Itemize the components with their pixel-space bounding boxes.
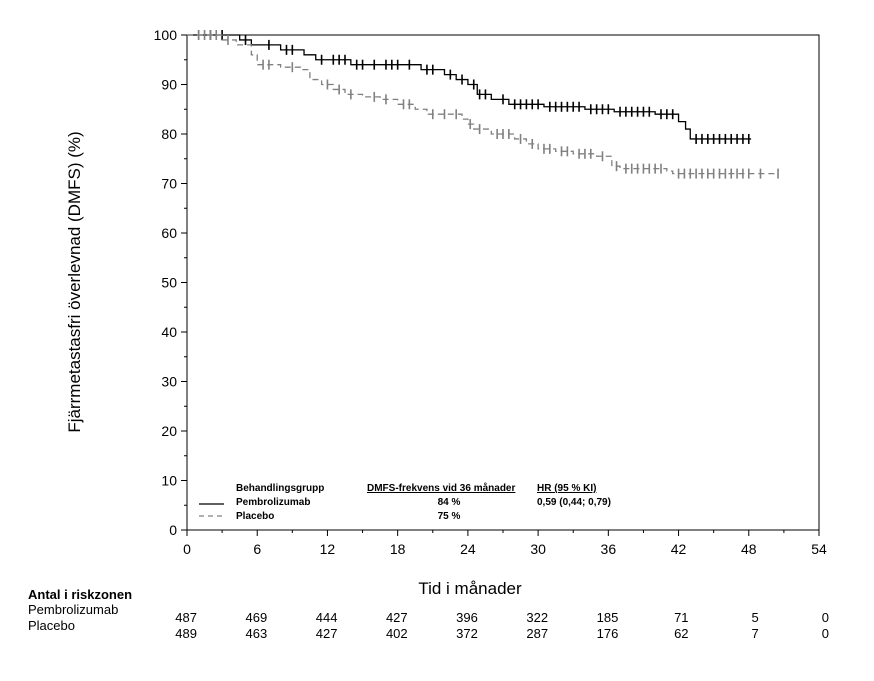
- x-tick-label: 12: [320, 541, 336, 557]
- risk-count: 396: [456, 610, 478, 625]
- risk-count: 185: [596, 610, 619, 625]
- legend-rate-pembrolizumab: 84 %: [438, 497, 461, 508]
- risk-count: 463: [245, 626, 268, 641]
- legend: Behandlingsgrupp DMFS-frekvens vid 36 må…: [199, 482, 611, 522]
- risk-table-title: Antal i riskzonen: [28, 587, 133, 602]
- risk-count: 427: [385, 610, 408, 625]
- x-tick-label: 6: [253, 541, 261, 557]
- risk-row-label-pembrolizumab: Pembrolizumab: [28, 602, 119, 617]
- curve-placebo: [187, 34, 779, 175]
- plot-frame: [186, 34, 820, 531]
- y-tick-label: 30: [161, 374, 177, 390]
- y-tick-label: 60: [161, 225, 177, 241]
- legend-rate-placebo: 75 %: [438, 511, 461, 522]
- risk-count: 0: [821, 610, 829, 625]
- x-tick-label: 30: [530, 541, 546, 557]
- y-tick-label: 100: [154, 27, 178, 43]
- x-tick-label: 36: [601, 541, 617, 557]
- y-tick-label: 50: [161, 275, 177, 291]
- y-tick-label: 90: [161, 77, 177, 93]
- risk-row-label-placebo: Placebo: [28, 618, 75, 633]
- risk-count: 322: [526, 610, 549, 625]
- x-axis-label: Tid i månader: [418, 579, 522, 598]
- risk-count: 372: [456, 626, 478, 641]
- legend-header-group: Behandlingsgrupp: [236, 483, 324, 494]
- risk-count: 71: [674, 610, 689, 625]
- legend-label-placebo: Placebo: [236, 511, 274, 522]
- risk-count: 287: [526, 626, 549, 641]
- y-axis-label: Fjärrmetastasfri överlevnad (DMFS) (%): [65, 131, 84, 432]
- x-tick-label: 48: [741, 541, 757, 557]
- y-tick-label: 20: [161, 423, 177, 439]
- y-tick-label: 10: [161, 473, 177, 489]
- legend-label-pembrolizumab: Pembrolizumab: [236, 497, 310, 508]
- x-tick-label: 42: [671, 541, 687, 557]
- y-tick-label: 80: [161, 126, 177, 142]
- risk-count: 489: [175, 626, 197, 641]
- risk-count: 176: [596, 626, 619, 641]
- x-tick-label: 0: [183, 541, 191, 557]
- legend-hr-pembrolizumab: 0,59 (0,44; 0,79): [537, 497, 611, 508]
- x-tick-label: 18: [390, 541, 406, 557]
- y-tick-label: 70: [161, 176, 177, 192]
- risk-count: 402: [385, 626, 408, 641]
- risk-count: 444: [315, 610, 338, 625]
- x-tick-label: 54: [811, 541, 827, 557]
- risk-count: 62: [674, 626, 689, 641]
- risk-count: 7: [751, 626, 759, 641]
- legend-header-hr: HR (95 % KI): [537, 483, 596, 494]
- risk-count: 427: [315, 626, 338, 641]
- risk-count: 0: [821, 626, 829, 641]
- curve-pembrolizumab: [187, 34, 752, 140]
- risk-count: 469: [245, 610, 268, 625]
- risk-count: 487: [175, 610, 197, 625]
- y-tick-label: 0: [169, 522, 177, 538]
- legend-header-rate: DMFS-frekvens vid 36 månader: [367, 482, 515, 494]
- y-tick-label: 40: [161, 324, 177, 340]
- x-tick-label: 24: [460, 541, 476, 557]
- risk-count: 5: [751, 610, 759, 625]
